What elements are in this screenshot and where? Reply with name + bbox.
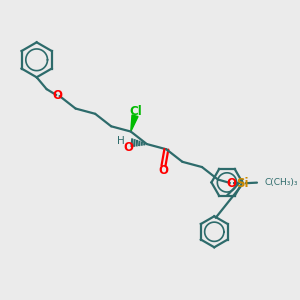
Text: Cl: Cl: [130, 105, 142, 118]
Text: O: O: [158, 164, 168, 177]
Text: H: H: [117, 136, 125, 146]
Text: Si: Si: [237, 177, 249, 190]
Polygon shape: [131, 115, 138, 132]
Text: C(CH₃)₃: C(CH₃)₃: [264, 178, 298, 187]
Text: O: O: [123, 141, 133, 154]
Text: O: O: [52, 89, 63, 102]
Text: O: O: [226, 177, 237, 190]
